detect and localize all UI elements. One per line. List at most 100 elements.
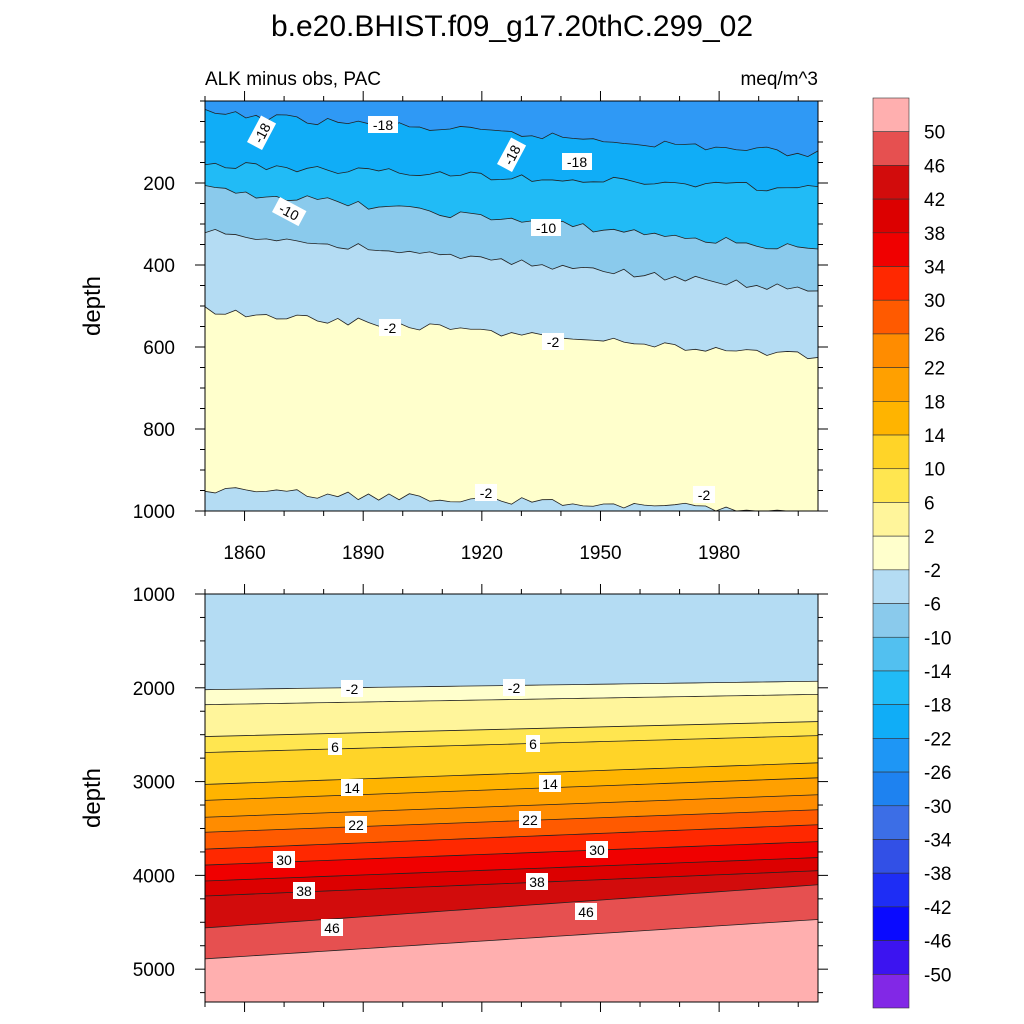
top-contour-label: -18 <box>562 153 592 170</box>
colorbar-label: -10 <box>924 628 951 649</box>
subtitle-left: ALK minus obs, PAC <box>205 69 381 90</box>
colorbar-swatch <box>872 670 910 705</box>
svg-text:46: 46 <box>324 920 340 936</box>
top-y-axis-label: depth <box>79 276 106 336</box>
top-contour-band <box>205 487 818 511</box>
svg-text:30: 30 <box>589 842 605 858</box>
svg-text:-18: -18 <box>567 154 587 170</box>
bottom-contour-line <box>204 693 819 706</box>
bottom-contour-label: 30 <box>273 851 295 868</box>
bottom-axes: 1000 2000 3000 4000 5000 <box>133 584 828 1012</box>
svg-text:-2: -2 <box>508 680 521 696</box>
bottom-contour-label: 14 <box>539 775 561 792</box>
colorbar-swatch <box>872 232 910 267</box>
y-tick-label: 1000 <box>133 585 175 606</box>
colorbar-swatch <box>872 97 910 133</box>
y-tick-label: 2000 <box>133 679 175 700</box>
y-tick-label: 800 <box>143 420 175 441</box>
bottom-contour-line <box>204 794 819 818</box>
top-contour-line <box>204 228 819 292</box>
bottom-contour-line <box>204 721 819 737</box>
colorbar: 50 46 42 38 34 30 26 22 18 14 10 6 2 -2 -6 -10 -14 -18 -22… <box>872 97 952 1009</box>
top-contour-label: -18 <box>368 116 398 133</box>
chart-title: b.e20.BHIST.f09_g17.20thC.299_02 <box>271 10 753 43</box>
svg-text:22: 22 <box>522 812 538 828</box>
top-contour-label: -2 <box>693 486 715 503</box>
top-contour-label: -10 <box>531 219 561 236</box>
colorbar-label: 22 <box>924 359 945 380</box>
x-tick-label: 1860 <box>223 543 265 564</box>
top-contour-label: -2 <box>379 319 401 336</box>
svg-text:22: 22 <box>348 817 364 833</box>
colorbar-swatch <box>872 771 910 807</box>
colorbar-label: -46 <box>924 932 951 953</box>
bottom-contour-line <box>204 809 819 833</box>
bottom-contour-label: 46 <box>575 903 597 920</box>
top-contour-line <box>204 306 819 360</box>
colorbar-swatch <box>872 872 910 908</box>
svg-text:-2: -2 <box>547 334 560 350</box>
top-contour-fill <box>205 101 818 512</box>
colorbar-label: 26 <box>924 325 945 346</box>
bottom-contour-label: 46 <box>321 919 343 936</box>
colorbar-swatch <box>872 636 910 672</box>
colorbar-swatch <box>872 468 910 503</box>
svg-text:38: 38 <box>296 883 312 899</box>
colorbar-label: -34 <box>924 830 952 851</box>
colorbar-swatch <box>872 704 910 739</box>
colorbar-label: -6 <box>924 595 941 616</box>
colorbar-swatch <box>872 266 910 301</box>
colorbar-label: -22 <box>924 729 951 750</box>
colorbar-label: -38 <box>924 864 951 885</box>
top-contour-band <box>205 306 818 511</box>
colorbar-label: -50 <box>924 965 951 986</box>
bottom-contour-line <box>204 919 819 960</box>
top-panel: -18 -18-18 -18-10-10-2-2-2 -2 1860 1890 1920 1… <box>79 91 828 564</box>
colorbar-swatch <box>872 906 910 941</box>
y-tick-label: 5000 <box>133 960 175 981</box>
colorbar-label: -30 <box>924 797 951 818</box>
colorbar-label: 2 <box>924 527 935 548</box>
bottom-contour-line <box>204 762 819 785</box>
svg-text:6: 6 <box>331 739 339 755</box>
colorbar-swatch <box>872 434 910 470</box>
svg-text:30: 30 <box>276 852 292 868</box>
bottom-contour-label: 14 <box>341 779 363 796</box>
colorbar-label: -18 <box>924 696 951 717</box>
bottom-contour-label: 22 <box>519 811 541 828</box>
x-tick-label: 1890 <box>342 543 384 564</box>
bottom-contour-line <box>204 884 819 929</box>
bottom-contour-line <box>204 735 819 753</box>
y-tick-label: 3000 <box>133 773 175 794</box>
colorbar-swatch <box>872 603 910 638</box>
bottom-contour-line <box>204 824 819 850</box>
bottom-contour-label: -2 <box>341 680 363 697</box>
colorbar-label: 50 <box>924 123 945 144</box>
colorbar-label: 34 <box>924 258 946 279</box>
bottom-contour-label: 6 <box>328 738 342 755</box>
colorbar-label: -2 <box>924 561 941 582</box>
top-contour-label: -2 <box>475 484 497 501</box>
y-tick-label: 600 <box>143 338 175 359</box>
colorbar-swatch <box>872 165 910 200</box>
bottom-contour-label: 38 <box>293 882 315 899</box>
colorbar-label: 30 <box>924 291 945 312</box>
bottom-contour-line <box>204 777 819 801</box>
top-contour-line <box>204 108 819 158</box>
svg-text:38: 38 <box>529 874 545 890</box>
colorbar-label: 38 <box>924 224 945 245</box>
subtitle-units: meq/m^3 <box>740 69 818 90</box>
colorbar-swatch <box>872 131 910 166</box>
svg-text:6: 6 <box>529 736 537 752</box>
bottom-plot-frame <box>204 593 819 1003</box>
bottom-contour-label: -2 <box>503 679 525 696</box>
y-tick-label: 200 <box>143 174 175 195</box>
svg-text:14: 14 <box>344 780 360 796</box>
colorbar-swatch <box>872 401 910 436</box>
top-contour-line <box>204 162 819 192</box>
colorbar-swatch <box>872 839 910 874</box>
svg-text:-2: -2 <box>384 320 397 336</box>
colorbar-swatch <box>872 973 910 1009</box>
